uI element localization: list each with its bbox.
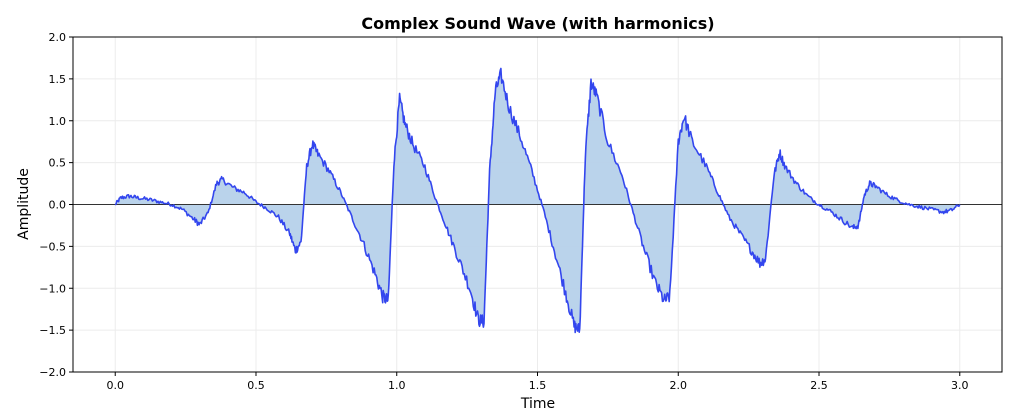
wave-line-layer: [114, 67, 961, 334]
chart-title: Complex Sound Wave (with harmonics): [361, 14, 714, 33]
y-tick-label: 1.5: [49, 73, 67, 86]
y-tick-label: 0.0: [49, 199, 67, 212]
y-tick-label: 2.0: [49, 31, 67, 44]
y-tick-label: −1.5: [39, 324, 66, 337]
y-tick-label: 1.0: [49, 115, 67, 128]
area-fill-layer: [115, 68, 960, 333]
x-tick-label: 3.0: [951, 379, 969, 392]
x-tick-label: 0.5: [247, 379, 265, 392]
wave-line: [114, 67, 961, 334]
y-axis-ticks: 2.0 1.5 1.0 0.5 0.0 −0.5 −1.0 −1.5 −2.0: [39, 31, 73, 379]
x-tick-label: 2.5: [810, 379, 828, 392]
y-tick-label: −2.0: [39, 366, 66, 379]
wave-area-fill: [115, 68, 960, 333]
x-tick-label: 1.0: [388, 379, 406, 392]
x-tick-label: 1.5: [529, 379, 547, 392]
y-tick-label: −1.0: [39, 282, 66, 295]
y-tick-label: 0.5: [49, 157, 67, 170]
x-tick-label: 0.0: [106, 379, 124, 392]
y-tick-label: −0.5: [39, 240, 66, 253]
x-axis-label: Time: [520, 396, 555, 412]
x-axis-ticks: 0.0 0.5 1.0 1.5 2.0 2.5 3.0: [106, 372, 969, 392]
y-axis-label: Amplitude: [16, 168, 32, 240]
x-tick-label: 2.0: [670, 379, 688, 392]
